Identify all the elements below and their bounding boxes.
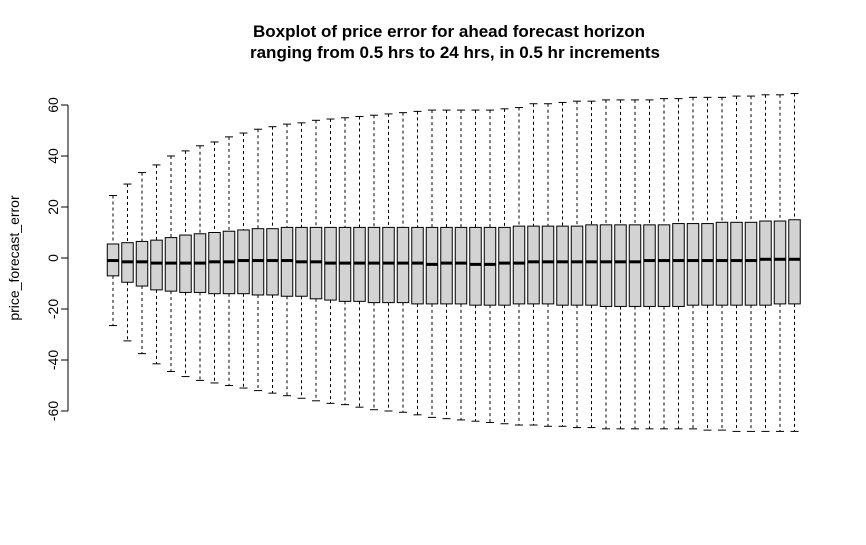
iqr-box	[570, 225, 584, 306]
chart-title: Boxplot of price error for ahead forecas…	[253, 22, 645, 41]
iqr-box	[686, 223, 700, 306]
box-32	[556, 101, 569, 427]
iqr-box	[672, 223, 685, 307]
y-tick-label: -60	[45, 401, 61, 421]
iqr-box	[701, 223, 714, 306]
box-43	[715, 96, 729, 431]
box-38	[643, 99, 656, 430]
box-24	[440, 109, 453, 420]
box-35	[599, 99, 613, 430]
box-30	[527, 103, 540, 426]
iqr-box	[599, 224, 613, 307]
iqr-box	[498, 226, 511, 306]
box-26	[469, 109, 482, 422]
iqr-box	[150, 239, 163, 291]
box-series	[106, 93, 801, 432]
box-47	[773, 94, 787, 432]
box-7	[193, 145, 207, 381]
iqr-box	[541, 225, 555, 305]
box-28	[498, 108, 511, 425]
iqr-box	[643, 224, 656, 307]
iqr-box	[556, 225, 569, 306]
y-tick-label: 0	[45, 254, 61, 262]
y-tick-label: 60	[45, 97, 61, 113]
box-37	[628, 99, 642, 430]
iqr-box	[744, 221, 758, 306]
iqr-box	[730, 221, 743, 306]
box-29	[512, 107, 526, 426]
box-11	[251, 128, 265, 392]
iqr-box	[396, 226, 410, 304]
iqr-box	[773, 220, 787, 305]
iqr-box	[469, 226, 482, 306]
box-45	[744, 95, 758, 432]
iqr-box	[411, 226, 424, 305]
box-25	[454, 109, 468, 421]
box-18	[353, 115, 366, 408]
box-9	[222, 136, 236, 386]
iqr-box	[628, 224, 642, 307]
box-3	[135, 172, 149, 355]
y-axis-label: price_forecast_error	[6, 195, 22, 321]
box-20	[382, 113, 395, 412]
box-33	[570, 100, 584, 429]
box-31	[541, 103, 555, 427]
box-48	[788, 93, 801, 432]
y-tick-label: 20	[45, 199, 61, 215]
box-27	[483, 109, 497, 423]
iqr-box	[440, 226, 453, 305]
iqr-box	[614, 224, 627, 307]
box-5	[164, 155, 178, 372]
box-12	[266, 126, 279, 394]
iqr-box	[367, 226, 381, 304]
box-34	[585, 100, 598, 429]
iqr-box	[512, 225, 526, 305]
box-22	[411, 110, 424, 416]
chart-subtitle: ranging from 0.5 hrs to 24 hrs, in 0.5 h…	[250, 43, 660, 62]
y-axis: -60 -40 -20 0 20 40 60	[45, 97, 69, 421]
box-39	[657, 98, 671, 430]
box-2	[121, 183, 134, 342]
box-19	[367, 114, 381, 411]
box-13	[280, 123, 294, 397]
y-tick-label: -20	[45, 299, 61, 319]
iqr-box	[759, 220, 772, 306]
box-21	[396, 112, 410, 413]
box-1	[106, 195, 120, 327]
iqr-box	[657, 224, 671, 307]
iqr-box	[527, 225, 540, 305]
box-36	[614, 99, 627, 430]
box-42	[701, 96, 714, 431]
box-4	[150, 164, 163, 365]
box-16	[324, 118, 337, 404]
iqr-box	[454, 226, 468, 305]
iqr-box	[382, 226, 395, 304]
box-41	[686, 96, 700, 430]
box-17	[338, 117, 352, 406]
iqr-box	[483, 226, 497, 306]
box-14	[295, 122, 308, 399]
y-tick-label: -40	[45, 350, 61, 370]
box-6	[179, 150, 192, 378]
box-40	[672, 98, 685, 430]
box-15	[309, 119, 323, 402]
box-10	[237, 132, 250, 389]
box-44	[730, 95, 743, 432]
box-8	[208, 141, 221, 384]
box-46	[759, 94, 772, 432]
iqr-box	[585, 224, 598, 306]
iqr-box	[715, 221, 729, 306]
y-tick-label: 40	[45, 148, 61, 164]
iqr-box	[788, 219, 801, 305]
box-23	[425, 109, 439, 418]
iqr-box	[135, 240, 149, 287]
